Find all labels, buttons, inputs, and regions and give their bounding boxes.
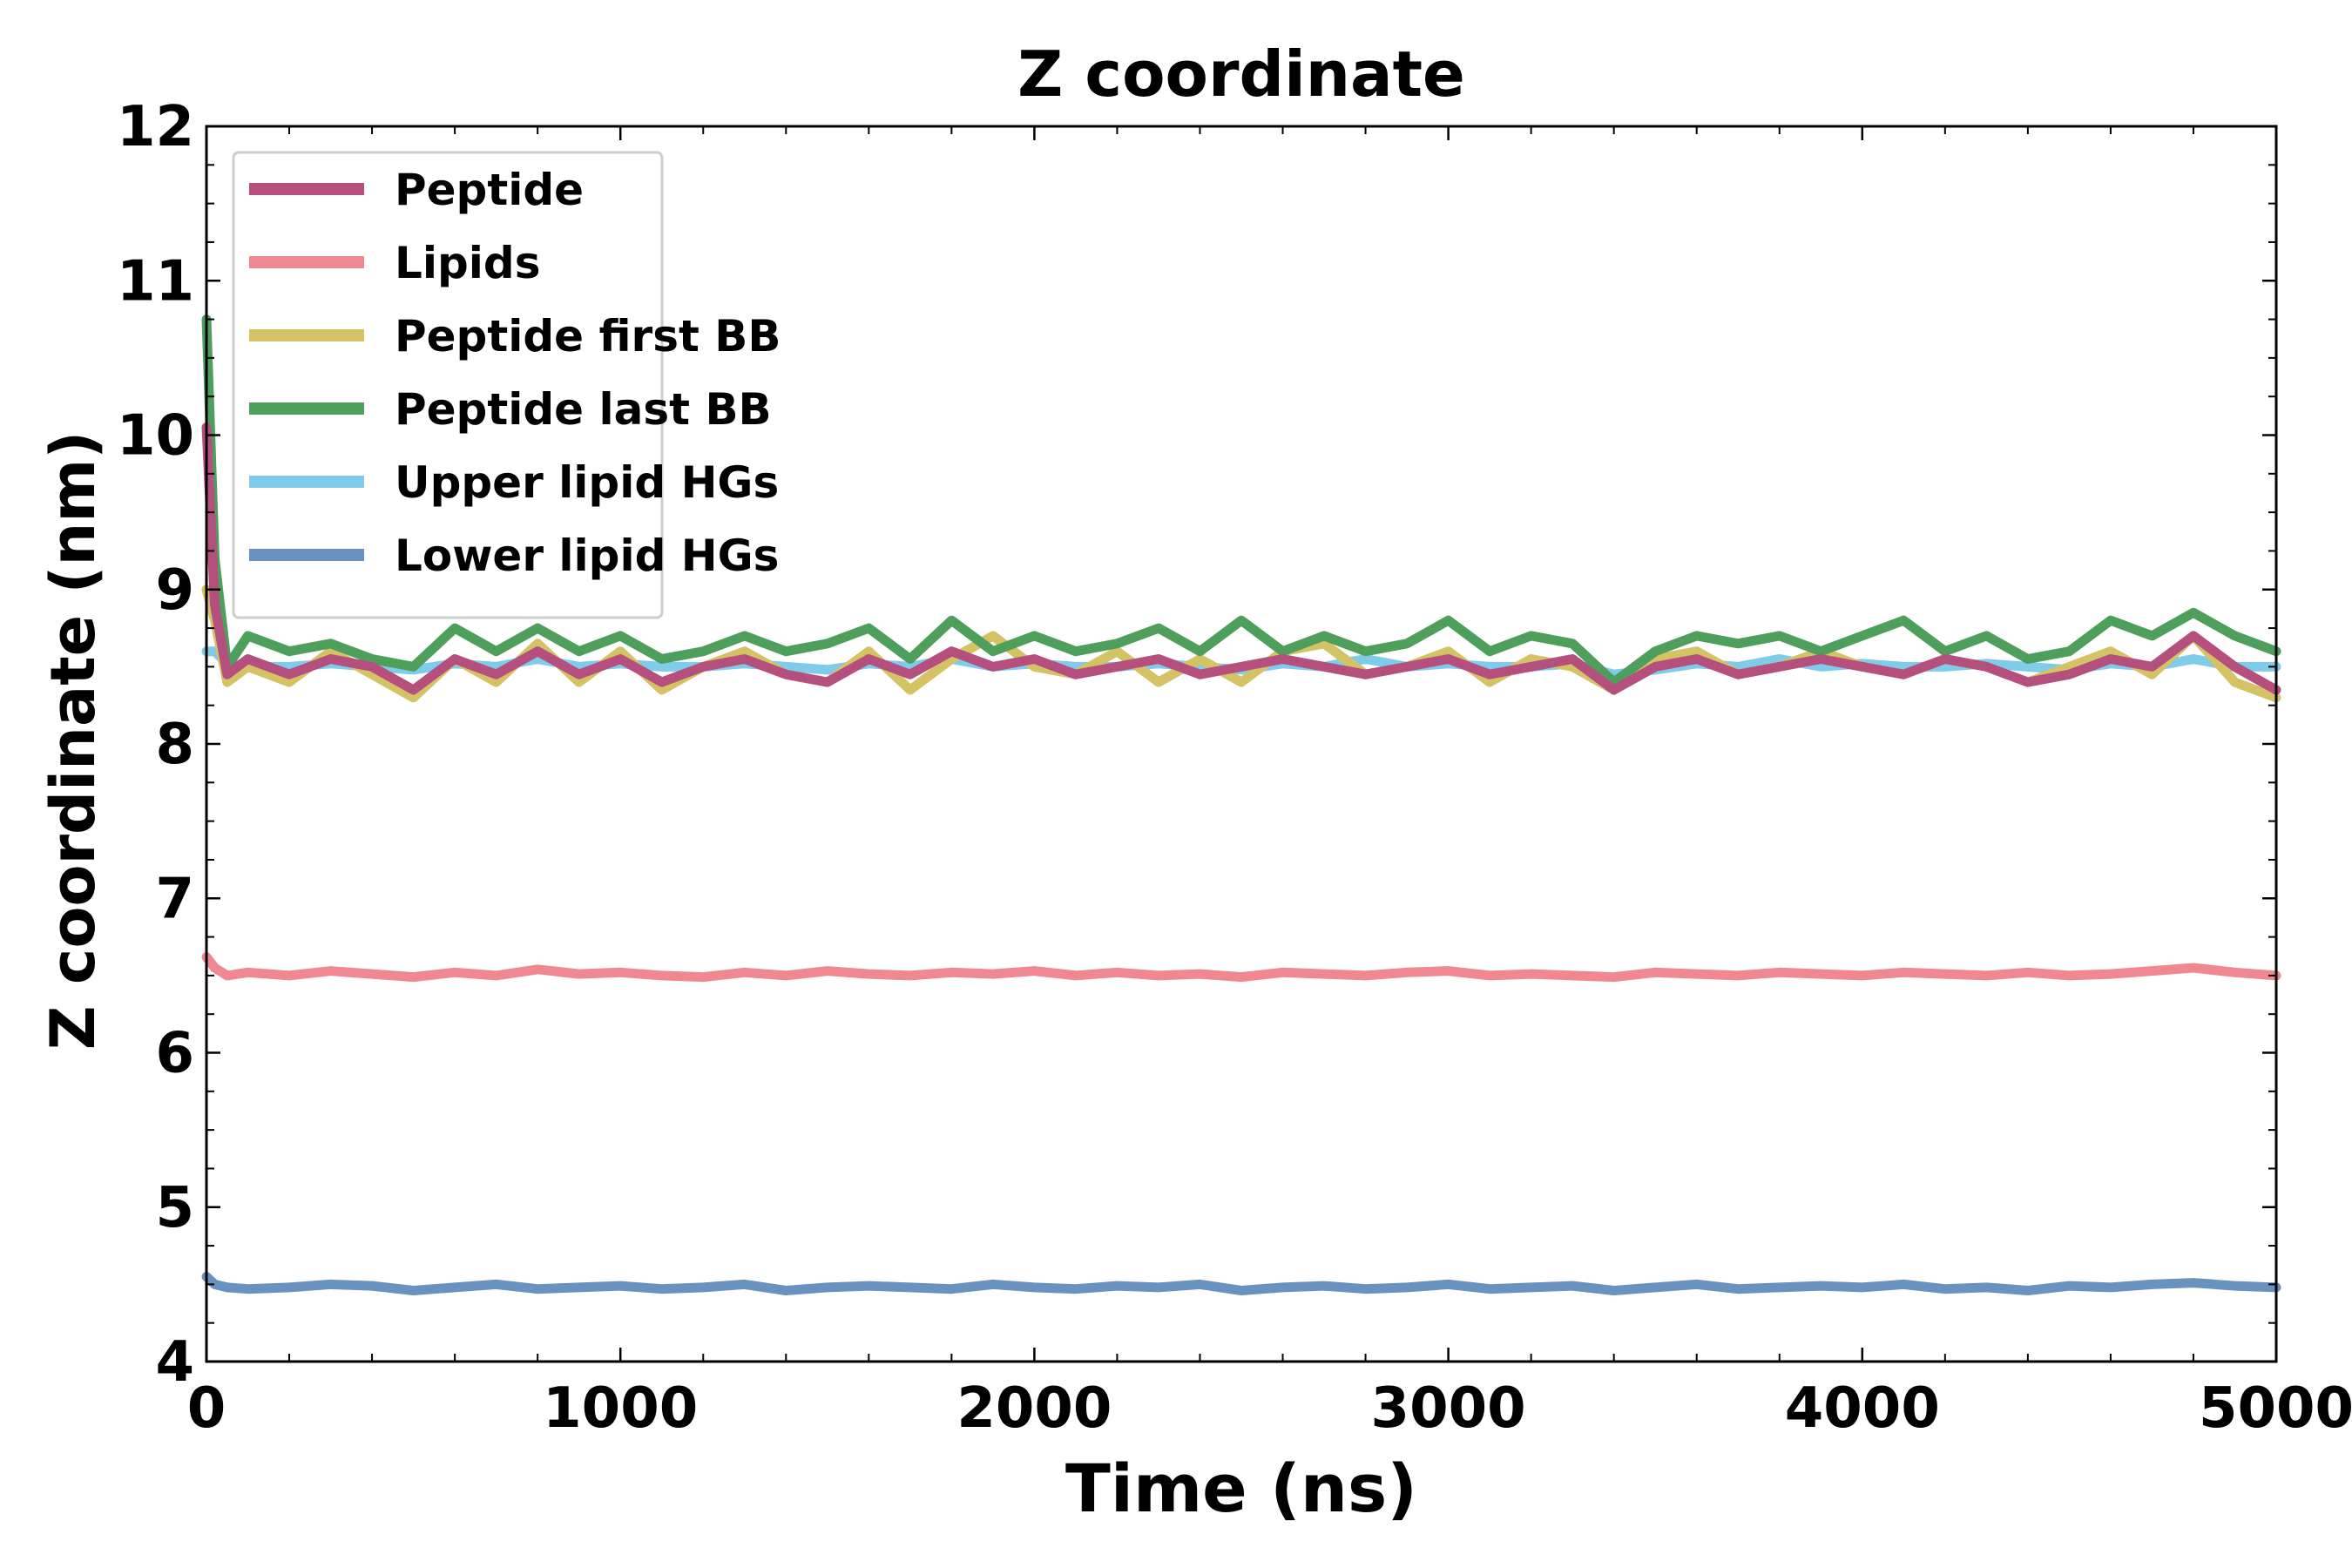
series-layer [201, 314, 2281, 1295]
ticks-layer: 0 1000 2000 3000 4000 5000 4 5 6 7 8 9 10 11 12 [117, 95, 2352, 1441]
x-tick-label: 4000 [1785, 1376, 1940, 1441]
y-tick-label: 4 [155, 1330, 194, 1395]
legend-label-peptide: Peptide [395, 165, 584, 215]
y-tick-label: 12 [117, 95, 194, 159]
y-tick-label: 5 [155, 1176, 194, 1240]
y-tick-label: 11 [117, 249, 194, 314]
x-tick-label: 0 [187, 1376, 226, 1441]
x-tick-label: 5000 [2199, 1376, 2352, 1441]
legend-label-lipids: Lipids [395, 238, 540, 288]
series-line-peptide [201, 422, 2281, 695]
x-tick-label: 2000 [956, 1376, 1112, 1441]
x-axis-label: Time (ns) [1065, 1450, 1417, 1527]
series-line-peptide-last-bb [201, 314, 2281, 687]
legend-label-lower-lipid-hgs: Lower lipid HGs [395, 531, 779, 581]
chart-title: Z coordinate [1017, 37, 1465, 111]
legend-label-peptide-first-bb: Peptide first BB [395, 311, 781, 362]
series-line-lower-lipid-hgs [201, 1272, 2281, 1295]
x-tick-label: 1000 [543, 1376, 698, 1441]
y-axis-label: Z coordinate (nm) [37, 431, 109, 1051]
legend-box [232, 151, 664, 619]
legend-label-upper-lipid-hgs: Upper lipid HGs [395, 457, 779, 508]
legend: Peptide Lipids Peptide first BB Peptide las… [232, 151, 781, 619]
plot-frame [205, 125, 2278, 1363]
y-tick-label: 10 [117, 404, 194, 469]
y-tick-label: 9 [155, 558, 194, 623]
legend-label-peptide-last-bb: Peptide last BB [395, 384, 772, 435]
y-tick-label: 8 [155, 713, 194, 777]
x-tick-label: 3000 [1371, 1376, 1526, 1441]
series-line-lipids [201, 952, 2281, 983]
y-tick-label: 7 [155, 867, 194, 931]
y-tick-label: 6 [155, 1022, 194, 1086]
